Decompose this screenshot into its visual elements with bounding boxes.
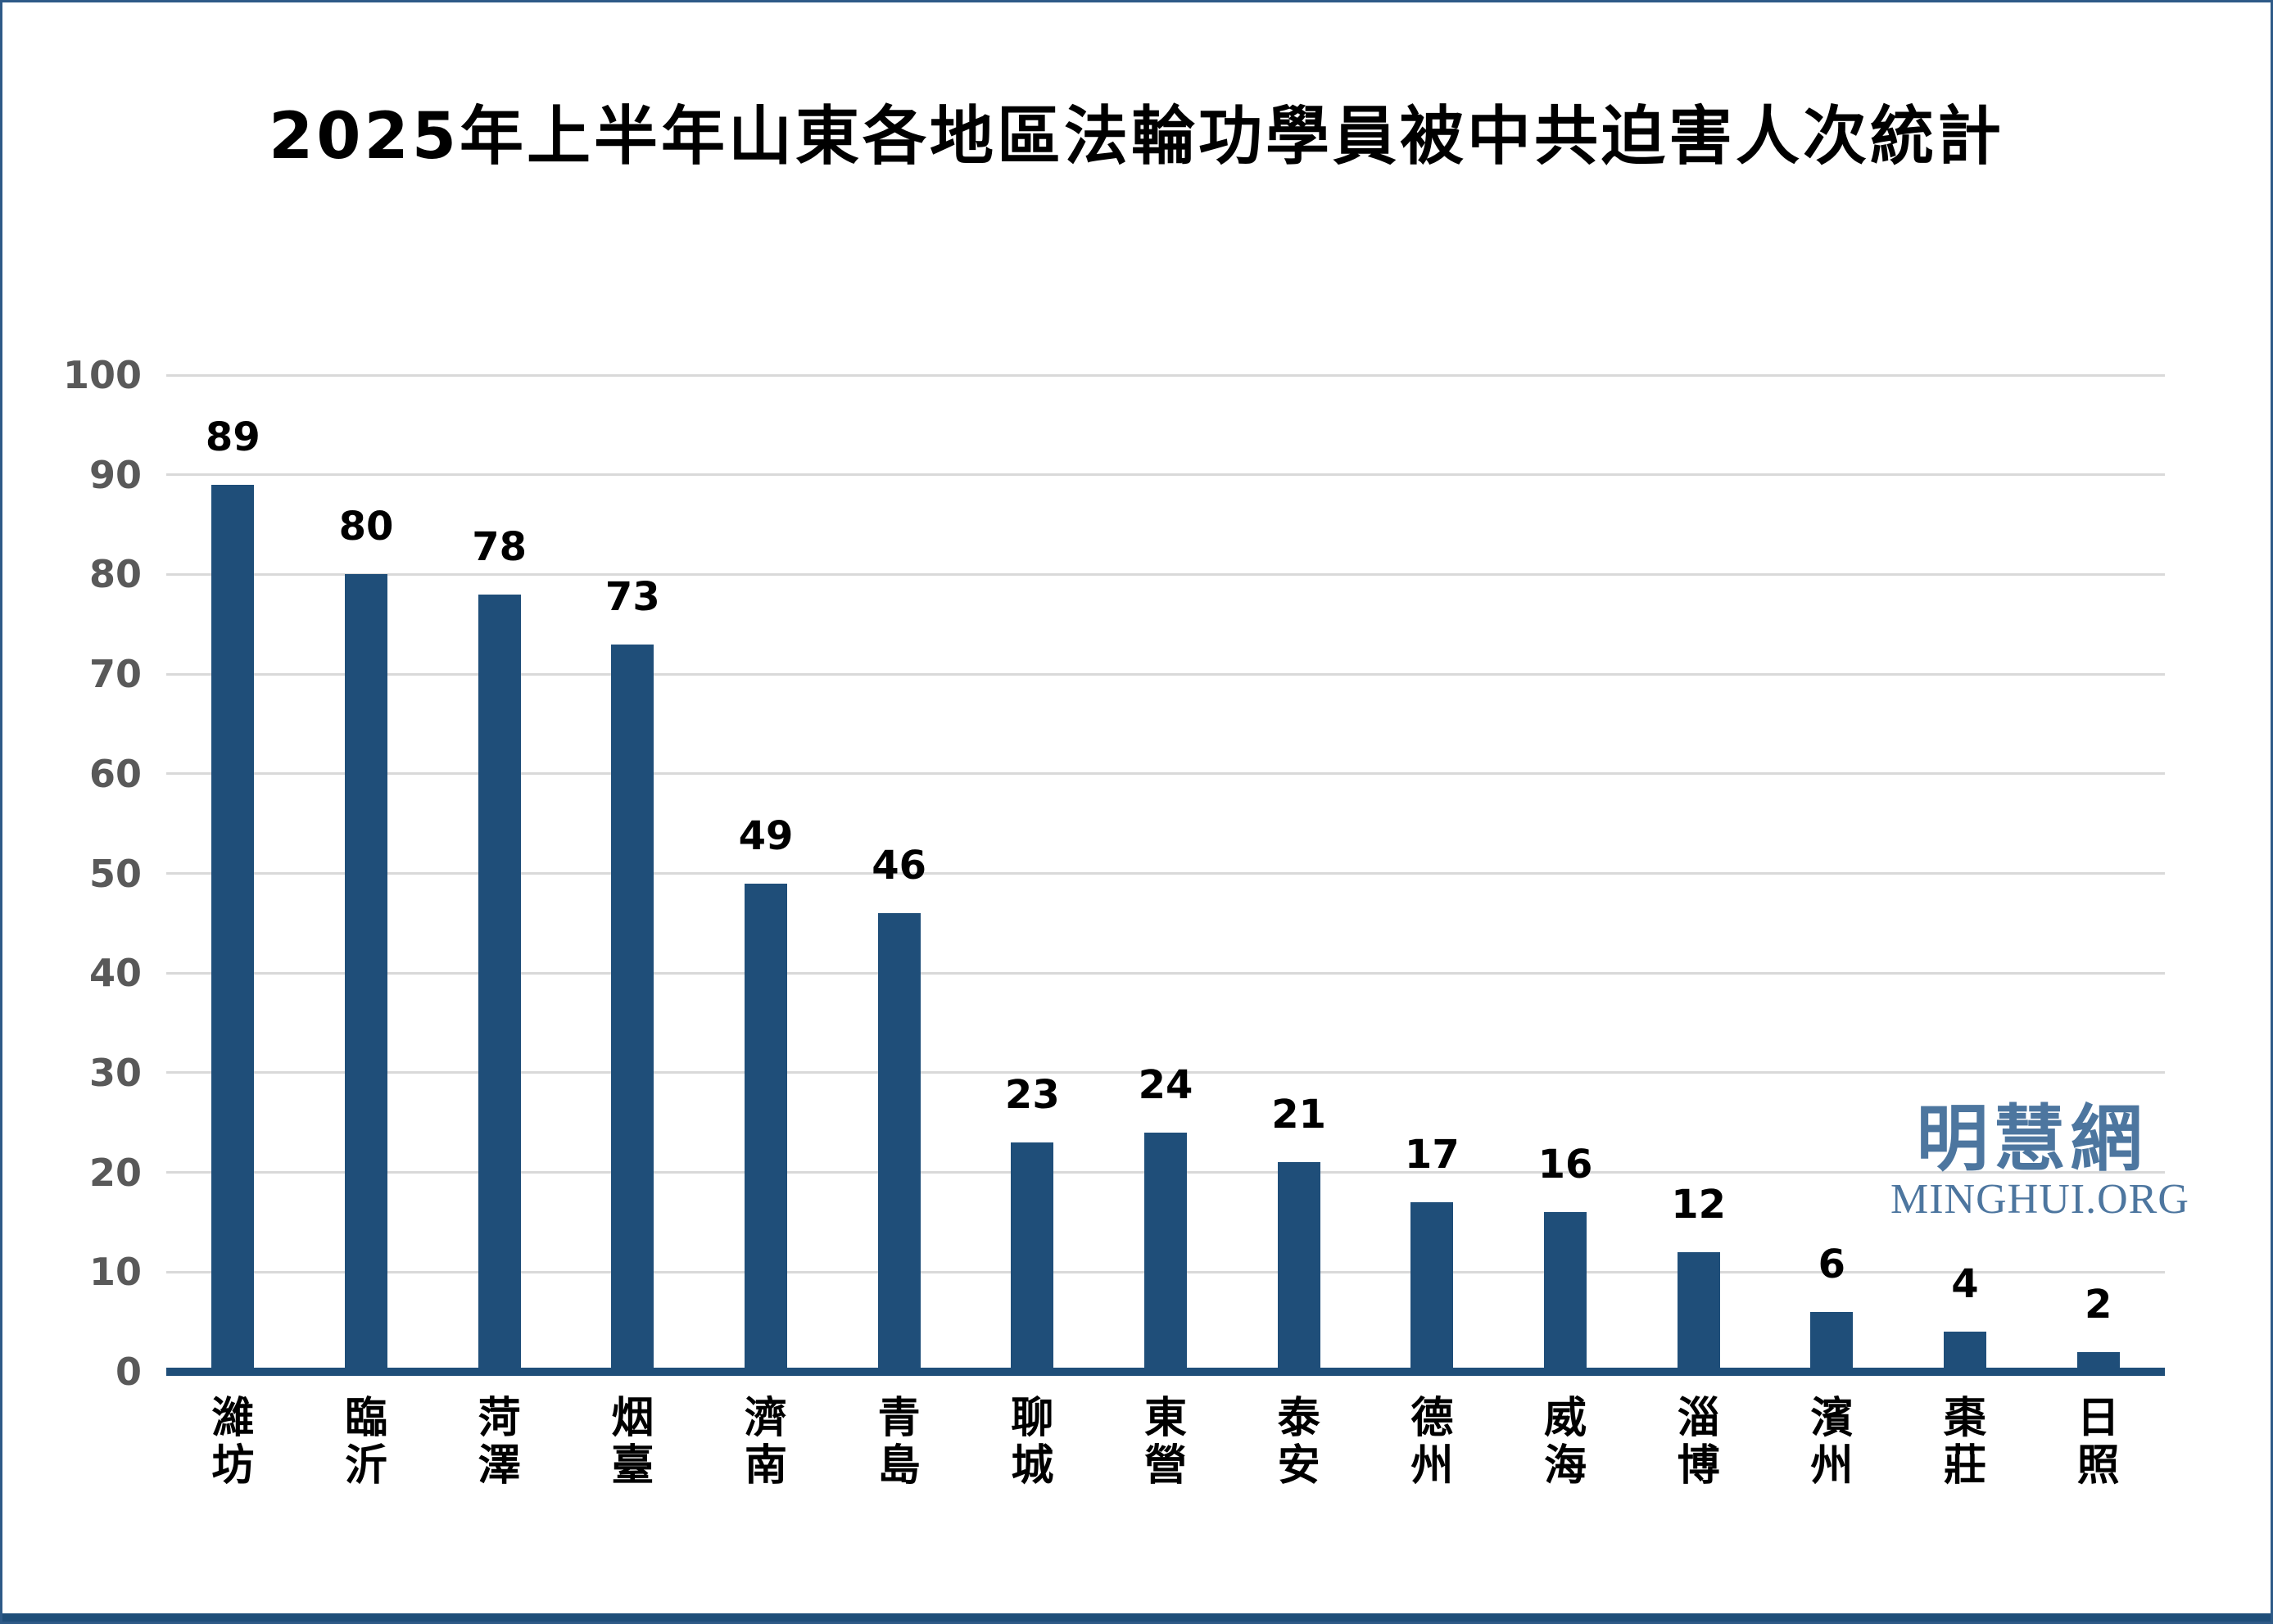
bar-青島 [877, 913, 921, 1372]
x-tick-label-濰坊: 濰 坊 [211, 1394, 255, 1491]
plot-area: 89 80 78 73 49 46 23 24 21 17 16 12 6 4 2 [166, 373, 2165, 1376]
value-label-威海: 16 [1537, 1142, 1593, 1188]
y-tick-label-80: 80 [88, 552, 142, 597]
x-tick-label-聊城: 聊 城 [1011, 1394, 1054, 1491]
y-tick-label-40: 40 [88, 951, 142, 996]
bar-菏澤 [478, 594, 521, 1372]
bar-泰安 [1277, 1162, 1320, 1372]
x-tick-label-臨沂: 臨 沂 [344, 1394, 387, 1491]
value-label-棗莊: 4 [1951, 1261, 1979, 1308]
gridline-70 [166, 672, 2165, 676]
y-tick-label-100: 100 [62, 353, 142, 397]
y-tick-label-20: 20 [88, 1150, 142, 1195]
x-tick-label-德州: 德 州 [1410, 1394, 1454, 1491]
bar-棗莊 [1944, 1332, 1986, 1372]
x-tick-label-濟南: 濟 南 [744, 1394, 787, 1491]
bar-東營 [1144, 1132, 1187, 1372]
gridline-50 [166, 872, 2165, 875]
x-tick-label-淄博: 淄 博 [1677, 1394, 1720, 1491]
x-tick-label-菏澤: 菏 澤 [478, 1394, 521, 1491]
y-tick-label-70: 70 [88, 652, 142, 697]
gridline-100 [166, 373, 2165, 377]
chart-title: 2025年上半年山東各地區法輪功學員被中共迫害人次統計 [268, 100, 2005, 174]
y-tick-label-10: 10 [88, 1250, 142, 1295]
bar-威海 [1544, 1212, 1587, 1372]
bar-淄博 [1677, 1251, 1720, 1372]
value-label-東營: 24 [1138, 1061, 1193, 1108]
value-label-青島: 46 [872, 843, 927, 889]
bar-濰坊 [211, 484, 255, 1372]
y-tick-label-90: 90 [88, 452, 142, 497]
x-tick-label-烟臺: 烟 臺 [611, 1394, 654, 1491]
y-tick-label-30: 30 [88, 1050, 142, 1095]
minghui-watermark: 明慧網 MINGHUI.ORG [1890, 1097, 2189, 1223]
value-label-淄博: 12 [1671, 1181, 1727, 1228]
gridline-30 [166, 1071, 2165, 1074]
value-label-濰坊: 89 [205, 414, 260, 460]
x-axis-baseline [166, 1368, 2165, 1376]
x-tick-label-日照: 日 照 [2076, 1394, 2120, 1491]
value-label-臨沂: 80 [338, 504, 394, 550]
y-tick-label-0: 0 [115, 1350, 142, 1394]
y-tick-label-60: 60 [88, 751, 142, 796]
bar-濟南 [745, 883, 787, 1372]
minghui-logo-cjk-text: 明慧網 [1916, 1097, 2148, 1181]
value-label-泰安: 21 [1271, 1092, 1327, 1138]
value-label-濟南: 49 [738, 812, 794, 859]
y-tick-label-50: 50 [88, 851, 142, 896]
minghui-logo-url-text: MINGHUI.ORG [1890, 1176, 2189, 1223]
bar-德州 [1410, 1202, 1454, 1372]
bar-臨沂 [345, 574, 387, 1372]
x-tick-label-東營: 東 營 [1143, 1394, 1187, 1491]
value-label-日照: 2 [2084, 1281, 2112, 1328]
x-tick-label-濱州: 濱 州 [1810, 1394, 1854, 1491]
bar-聊城 [1011, 1142, 1054, 1372]
x-tick-label-威海: 威 海 [1543, 1394, 1587, 1491]
gridline-40 [166, 971, 2165, 975]
value-label-聊城: 23 [1004, 1072, 1060, 1119]
value-label-烟臺: 73 [604, 573, 660, 620]
x-tick-label-棗莊: 棗 莊 [1943, 1394, 1986, 1491]
gridline-80 [166, 572, 2165, 576]
value-label-德州: 17 [1404, 1132, 1460, 1178]
x-tick-label-泰安: 泰 安 [1277, 1394, 1320, 1491]
gridline-60 [166, 772, 2165, 776]
gridline-90 [166, 473, 2165, 477]
bar-濱州 [1810, 1311, 1854, 1372]
bar-烟臺 [611, 644, 654, 1372]
value-label-濱州: 6 [1818, 1241, 1846, 1287]
footer-bar [2, 1613, 2271, 1622]
x-tick-label-青島: 青 島 [877, 1394, 921, 1491]
value-label-菏澤: 78 [472, 523, 527, 570]
